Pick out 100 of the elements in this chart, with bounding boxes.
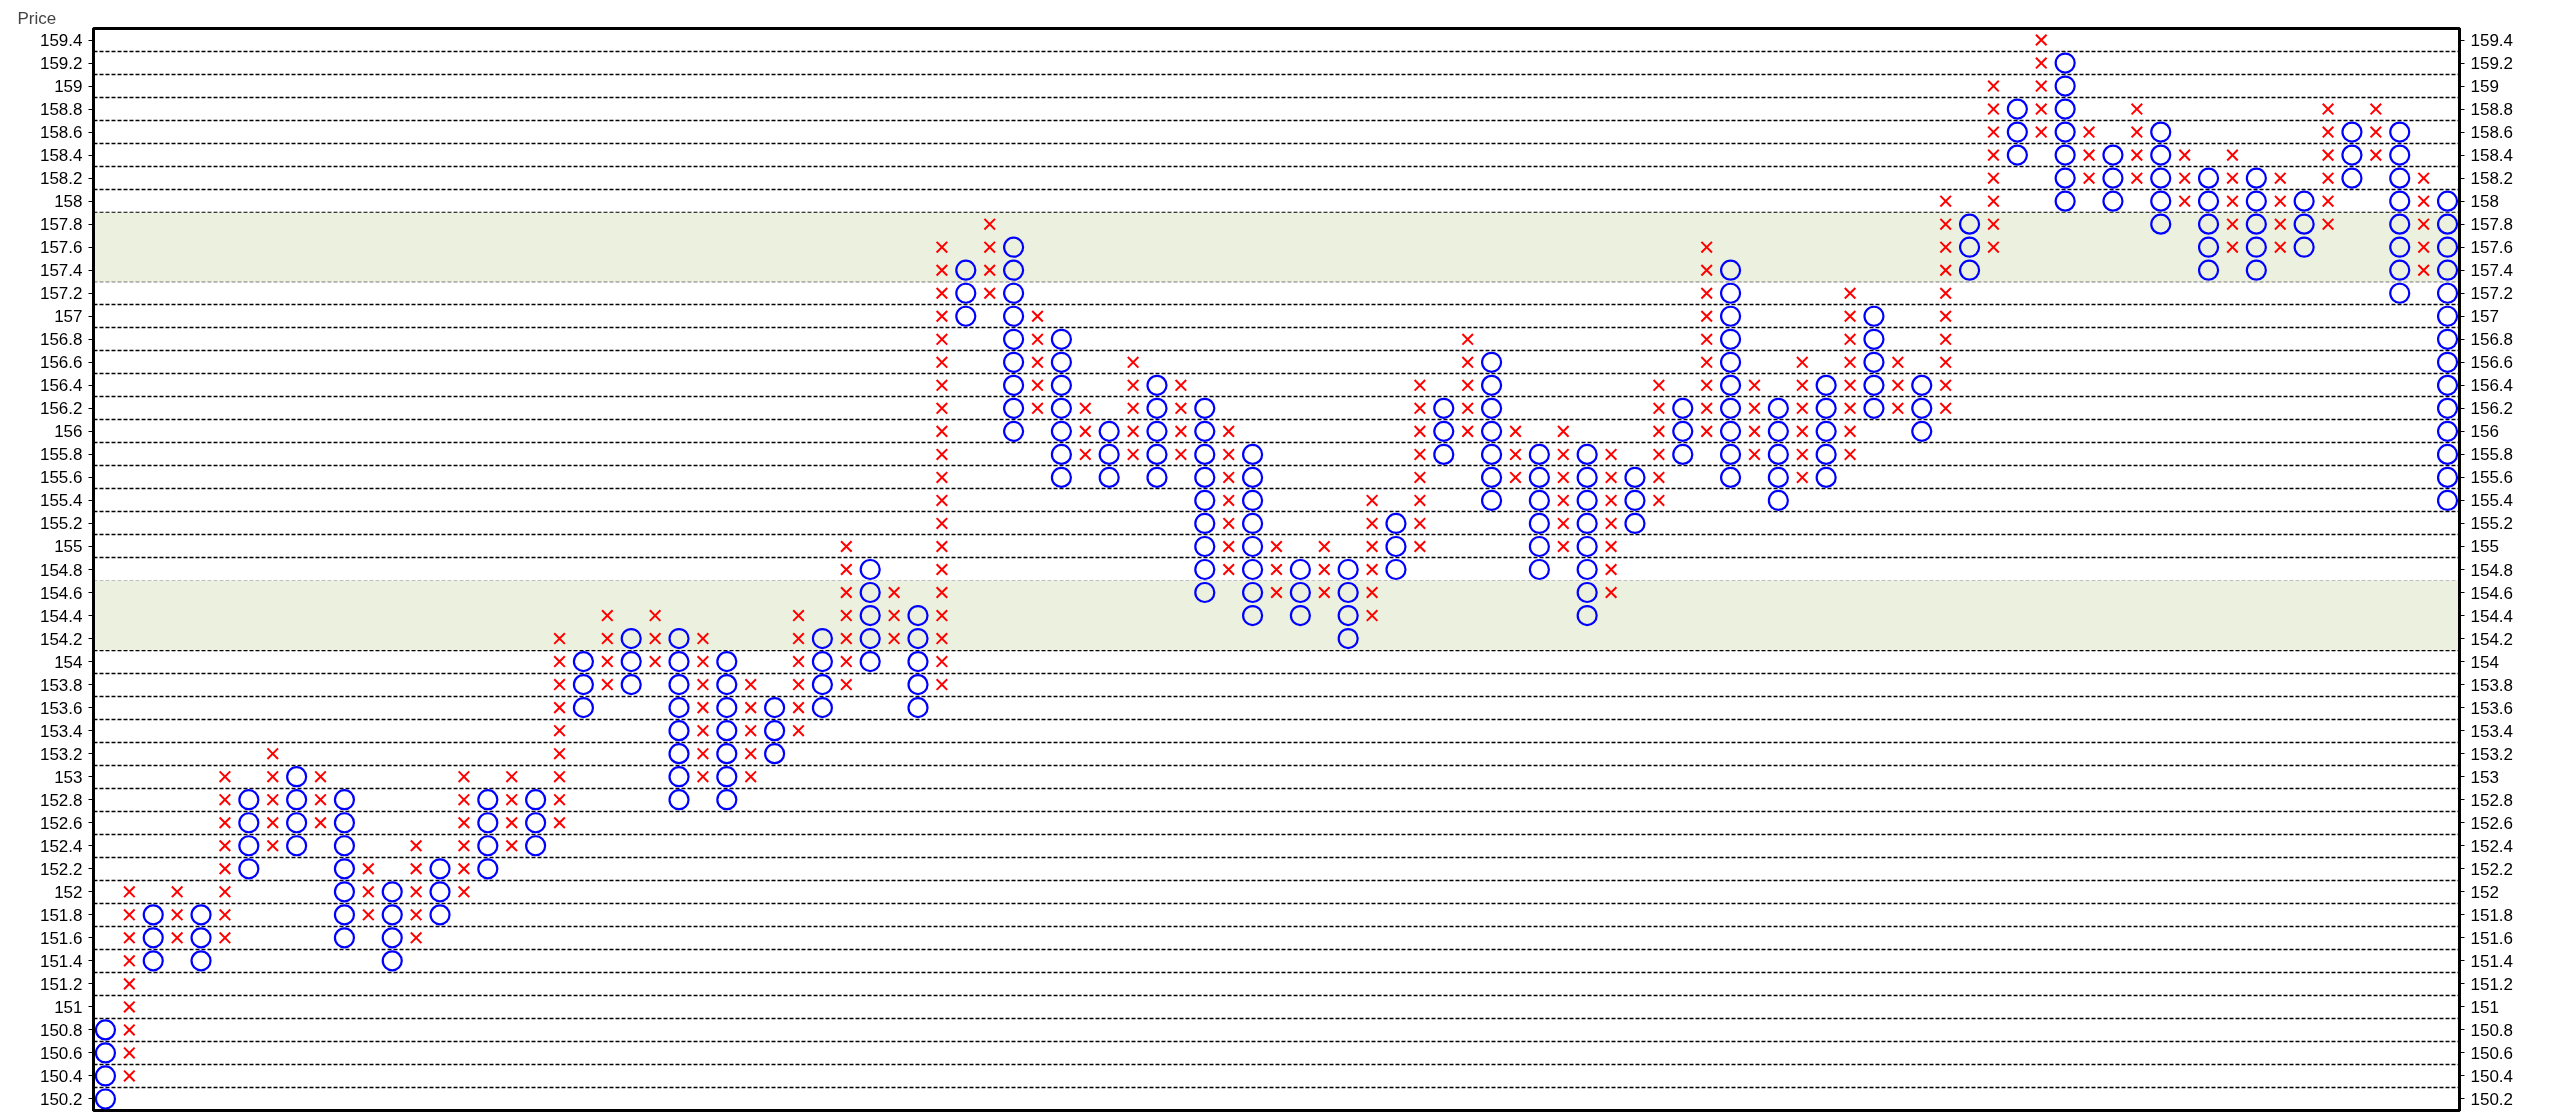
- point: [1576, 512, 1598, 535]
- point: [1556, 471, 1570, 484]
- point: [1050, 374, 1073, 396]
- point: [955, 259, 977, 281]
- point: [840, 655, 853, 668]
- point: [1767, 420, 1789, 442]
- point: [668, 743, 690, 765]
- point: [2006, 98, 2028, 120]
- point: [668, 720, 690, 742]
- point: [1843, 425, 1857, 438]
- point: [716, 743, 738, 765]
- y2-tick-label: 155.8: [2470, 445, 2514, 465]
- point: [1365, 517, 1379, 530]
- point: [266, 747, 280, 760]
- point: [935, 678, 949, 691]
- point: [1003, 397, 1025, 419]
- y2-tick-label: 150.6: [2470, 1043, 2514, 1063]
- point: [218, 862, 232, 876]
- point: [123, 1069, 136, 1083]
- point: [859, 627, 881, 650]
- point: [477, 789, 499, 811]
- point: [648, 609, 662, 622]
- point: [935, 402, 949, 415]
- y-tick-label: 151.6: [39, 928, 83, 948]
- point: [1509, 425, 1522, 438]
- point: [792, 701, 805, 714]
- y-tick-label: 156.4: [39, 376, 83, 396]
- point: [2150, 190, 2172, 212]
- y-tick-label: 153: [54, 767, 83, 787]
- point: [1891, 356, 1905, 369]
- point: [811, 674, 834, 696]
- point: [553, 816, 566, 830]
- point: [1079, 425, 1092, 438]
- point: [1939, 379, 1952, 392]
- point: [1843, 379, 1857, 392]
- point: [2341, 167, 2363, 189]
- point: [2006, 144, 2028, 166]
- point: [2006, 121, 2028, 143]
- point: [1556, 540, 1570, 553]
- point: [1767, 466, 1789, 488]
- point: [1050, 466, 1073, 488]
- point: [333, 881, 356, 903]
- point: [2321, 148, 2335, 162]
- point: [1365, 609, 1379, 622]
- point: [333, 904, 356, 926]
- y2-tick-label: 152: [2470, 882, 2499, 902]
- point: [1624, 466, 1646, 488]
- y2-tick-label: 158: [2470, 192, 2499, 212]
- point: [1385, 558, 1407, 581]
- point: [123, 1046, 136, 1060]
- point: [2082, 125, 2096, 139]
- point: [1003, 259, 1025, 281]
- point: [381, 881, 403, 903]
- y2-tick-label: 153.8: [2470, 675, 2514, 695]
- point: [1003, 305, 1025, 327]
- point: [123, 977, 136, 991]
- point: [1843, 332, 1857, 346]
- point: [218, 816, 232, 830]
- y2-tick-label: 157.2: [2470, 284, 2514, 304]
- point: [620, 627, 642, 650]
- point: [1413, 402, 1427, 415]
- point: [1939, 217, 1952, 231]
- y-tick-label: 159.4: [39, 31, 83, 51]
- y2-tick-label: 155: [2470, 537, 2499, 557]
- y2-tick-label: 158.2: [2470, 169, 2514, 189]
- point: [2130, 148, 2144, 162]
- point: [601, 678, 614, 691]
- point: [716, 674, 738, 696]
- point: [859, 581, 881, 604]
- point: [170, 885, 184, 899]
- point: [409, 839, 423, 853]
- point: [2245, 190, 2267, 212]
- point: [2389, 236, 2411, 258]
- point: [1576, 581, 1598, 604]
- y-tick-label: 153.2: [39, 744, 83, 764]
- point: [457, 862, 471, 876]
- point: [1987, 194, 2000, 208]
- point: [1863, 351, 1885, 373]
- point: [1050, 351, 1073, 373]
- point: [1413, 494, 1427, 507]
- point: [983, 217, 997, 231]
- y-tick-label: 157.8: [39, 215, 83, 235]
- point: [907, 697, 929, 719]
- point: [2226, 194, 2239, 208]
- point: [2436, 489, 2459, 512]
- point: [1317, 563, 1331, 576]
- point: [94, 1019, 117, 1041]
- point: [840, 609, 853, 622]
- point: [792, 655, 805, 668]
- point: [1604, 540, 1618, 553]
- point: [955, 305, 977, 327]
- point: [1194, 535, 1216, 558]
- point: [2245, 236, 2267, 258]
- point: [314, 770, 327, 783]
- point: [1652, 425, 1666, 438]
- y-tick-label: 150.6: [39, 1043, 83, 1063]
- point: [1719, 420, 1742, 442]
- point: [1461, 332, 1474, 346]
- point: [1719, 305, 1742, 327]
- point: [2389, 144, 2411, 166]
